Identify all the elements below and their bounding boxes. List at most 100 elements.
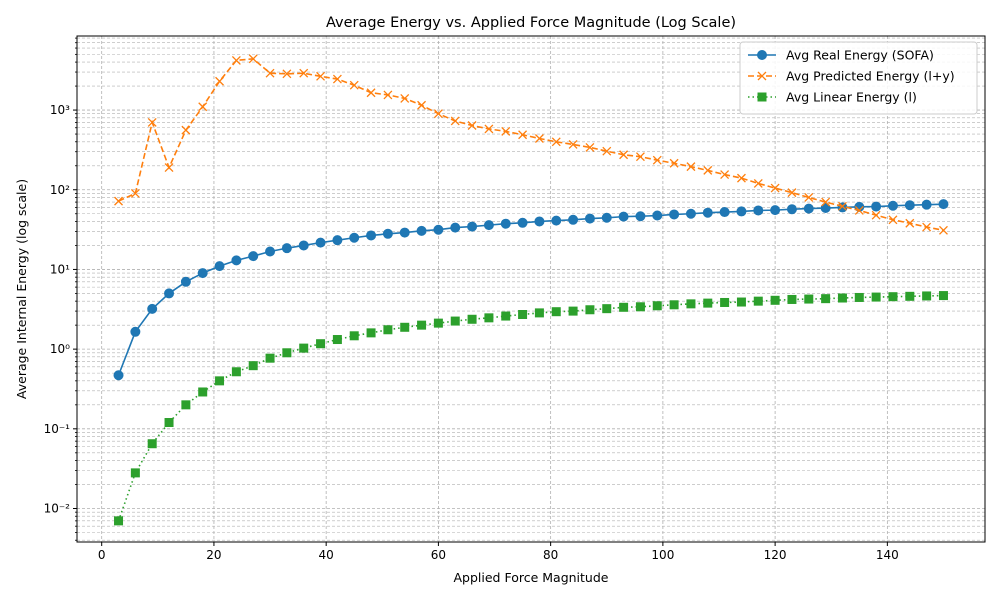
data-point — [164, 163, 174, 173]
data-point — [551, 215, 562, 226]
data-point — [299, 343, 309, 353]
legend-entry: Avg Predicted Energy (l+y) — [748, 69, 955, 84]
data-point — [602, 304, 612, 314]
data-point — [382, 228, 393, 239]
data-point — [248, 251, 259, 262]
x-tick-label: 20 — [206, 548, 221, 562]
data-point — [904, 200, 915, 211]
data-point — [366, 230, 377, 241]
y-tick-label: 10⁰ — [50, 342, 70, 356]
data-point — [248, 54, 258, 64]
data-point — [281, 243, 292, 254]
data-point — [433, 109, 443, 119]
data-point — [501, 126, 511, 136]
data-point — [315, 237, 326, 248]
data-point — [214, 261, 225, 272]
legend-label: Avg Real Energy (SOFA) — [786, 48, 934, 63]
data-point — [130, 468, 140, 478]
data-point — [601, 212, 612, 223]
data-point — [887, 200, 898, 211]
data-point — [467, 221, 478, 232]
data-point — [113, 370, 124, 381]
data-point — [417, 100, 427, 110]
data-point — [871, 292, 881, 302]
data-point — [450, 116, 460, 126]
data-point — [332, 74, 342, 84]
x-tick-label: 100 — [651, 548, 674, 562]
data-point — [450, 316, 460, 326]
data-point — [248, 361, 258, 371]
data-point — [147, 439, 157, 449]
data-point — [736, 297, 746, 307]
data-point — [602, 146, 612, 156]
data-point — [686, 162, 696, 172]
data-point — [786, 204, 797, 215]
series-group — [113, 54, 949, 526]
data-point — [703, 298, 713, 308]
data-point — [298, 240, 309, 251]
x-tick-label: 140 — [876, 548, 899, 562]
data-point — [619, 150, 629, 160]
data-point — [652, 301, 662, 311]
data-point — [147, 303, 158, 314]
data-point — [517, 217, 528, 228]
data-point — [164, 288, 175, 299]
legend-label: Avg Linear Energy (l) — [786, 90, 917, 105]
data-point — [719, 207, 730, 218]
data-point — [282, 348, 292, 358]
data-point — [635, 211, 646, 222]
data-point — [837, 202, 848, 213]
data-point — [349, 232, 360, 243]
data-point — [231, 255, 242, 266]
legend-entry: Avg Real Energy (SOFA) — [748, 48, 934, 63]
data-point — [702, 207, 713, 218]
y-tick-label: 10¹ — [50, 262, 70, 276]
data-point — [484, 124, 494, 134]
data-point — [500, 218, 511, 229]
legend-marker — [757, 92, 767, 102]
data-point — [568, 140, 578, 149]
legend-box — [739, 41, 978, 115]
data-point — [215, 76, 225, 86]
data-point — [265, 353, 275, 363]
data-point — [198, 387, 208, 397]
data-point — [736, 206, 747, 217]
legend-marker — [757, 50, 767, 60]
data-point — [753, 296, 763, 306]
legend-marker — [757, 71, 767, 81]
data-point — [770, 295, 780, 305]
data-point — [534, 134, 544, 143]
data-point — [854, 205, 864, 215]
series-line — [118, 57, 944, 232]
data-point — [584, 213, 595, 224]
data-point — [685, 208, 696, 219]
data-point — [366, 88, 376, 98]
data-point — [720, 297, 730, 307]
data-point — [534, 308, 544, 318]
data-point — [433, 224, 444, 235]
data-point — [837, 293, 847, 303]
data-point — [114, 516, 124, 526]
data-point — [753, 205, 764, 216]
data-point — [804, 294, 814, 304]
data-point — [215, 376, 225, 386]
data-point — [147, 117, 157, 127]
data-point — [332, 235, 343, 246]
data-point — [635, 302, 645, 312]
data-point — [686, 299, 696, 309]
data-point — [467, 314, 477, 324]
data-point — [164, 418, 174, 428]
data-point — [652, 155, 662, 165]
data-point — [551, 137, 561, 147]
data-point — [821, 294, 831, 304]
data-point — [938, 199, 949, 210]
x-tick-label: 120 — [764, 548, 787, 562]
data-point — [332, 335, 342, 345]
data-point — [888, 292, 898, 302]
data-point — [821, 197, 831, 207]
data-point — [416, 225, 427, 236]
series-1 — [113, 199, 949, 381]
data-point — [585, 305, 595, 315]
data-point — [265, 68, 275, 78]
data-point — [501, 311, 511, 321]
